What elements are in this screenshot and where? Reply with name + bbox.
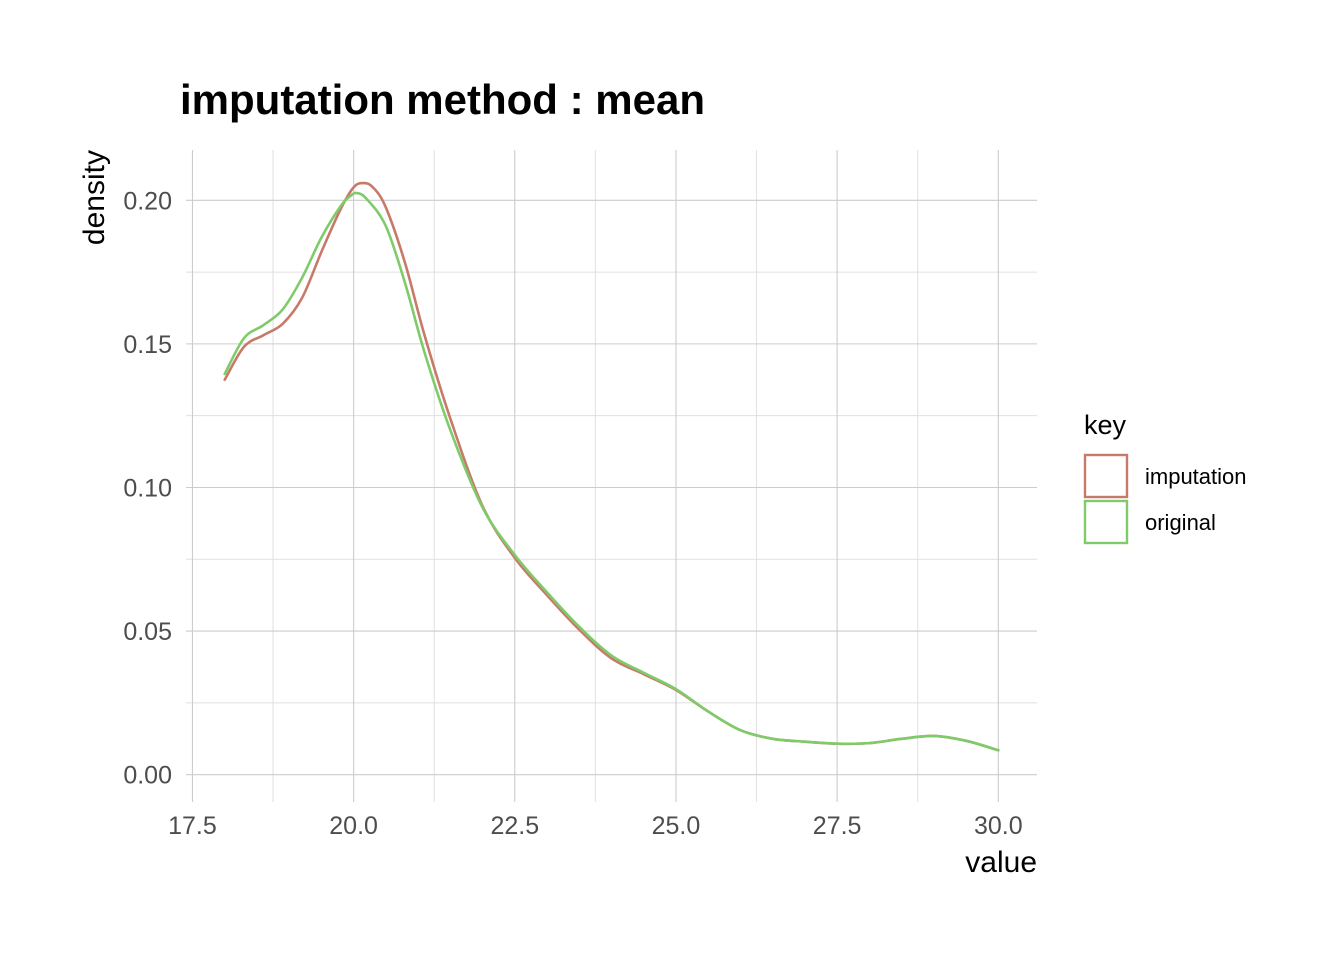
y-tick-label: 0.15 xyxy=(123,331,172,359)
x-tick-label: 22.5 xyxy=(490,812,539,840)
minor-gridlines xyxy=(186,150,1037,802)
major-gridlines xyxy=(186,150,1037,802)
series-line-imputation xyxy=(223,181,1000,752)
legend-label-original: original xyxy=(1145,510,1216,535)
x-tick-label: 25.0 xyxy=(652,812,701,840)
x-tick-label: 20.0 xyxy=(329,812,378,840)
y-tick-label: 0.00 xyxy=(123,762,172,790)
legend-key-imputation xyxy=(1083,453,1129,499)
x-axis-tick-labels: 17.5 20.0 22.5 25.0 27.5 30.0 xyxy=(168,812,1023,840)
chart-title: imputation method : mean xyxy=(180,76,705,123)
density-lines xyxy=(223,181,1000,752)
y-axis-tick-labels: 0.00 0.05 0.10 0.15 0.20 xyxy=(123,187,172,789)
legend-label-imputation: imputation xyxy=(1145,464,1247,489)
y-axis-title: density xyxy=(78,150,111,245)
legend-key-original xyxy=(1083,499,1129,545)
legend-title: key xyxy=(1084,410,1127,440)
x-tick-label: 27.5 xyxy=(813,812,862,840)
y-tick-label: 0.05 xyxy=(123,618,172,646)
legend: key imputation original xyxy=(1083,410,1247,545)
x-tick-label: 17.5 xyxy=(168,812,217,840)
y-tick-label: 0.20 xyxy=(123,187,172,215)
y-tick-label: 0.10 xyxy=(123,474,172,502)
x-tick-label: 30.0 xyxy=(974,812,1023,840)
series-line-original xyxy=(223,191,1000,752)
x-axis-title: value xyxy=(965,846,1037,879)
